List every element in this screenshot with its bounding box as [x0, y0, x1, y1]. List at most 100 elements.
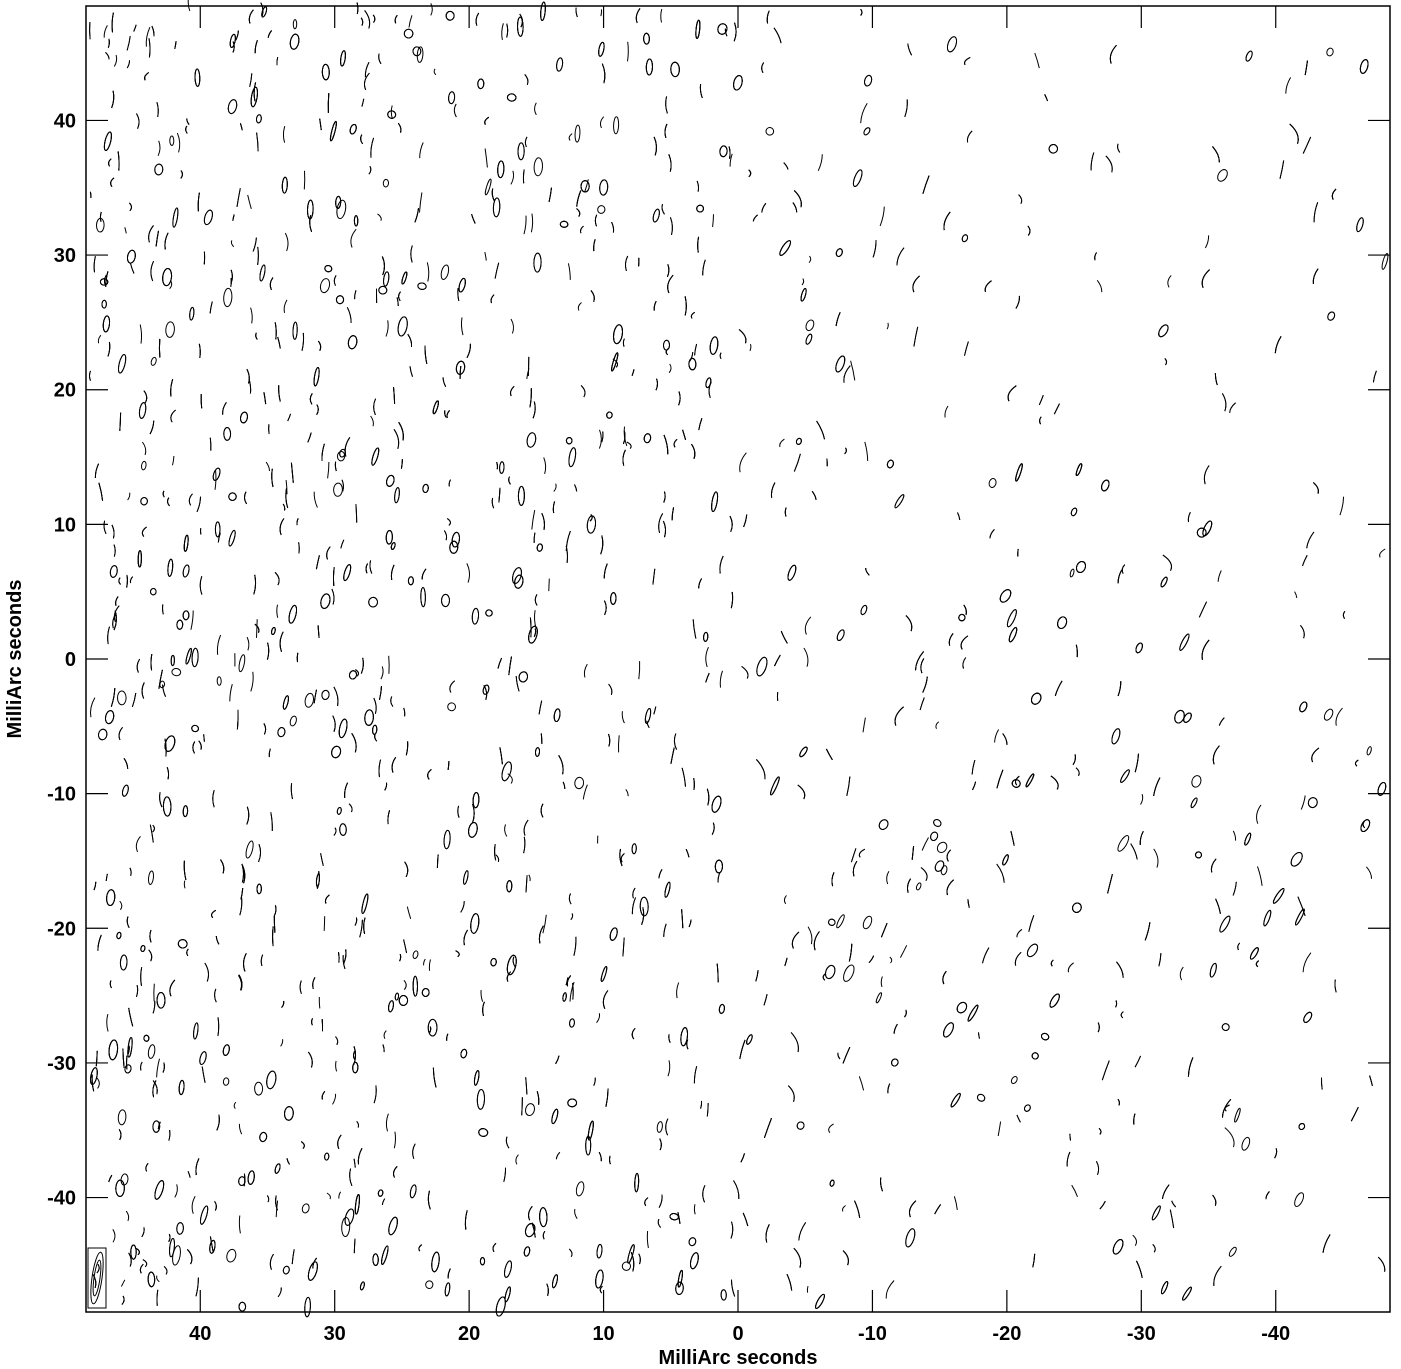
contour-segment	[793, 190, 802, 208]
contour-segment	[524, 1223, 536, 1238]
contour-segment	[702, 259, 706, 276]
contour-segment	[90, 697, 96, 718]
contour-segment	[693, 1204, 696, 1215]
contour-segment	[331, 588, 335, 605]
contour-segment	[335, 195, 342, 209]
contour-segment	[644, 707, 652, 724]
contour-segment	[742, 1212, 749, 1227]
contour-segment	[1011, 779, 1021, 788]
contour-segment	[339, 823, 347, 836]
contour-segment	[1221, 1023, 1230, 1032]
contour-segment	[1229, 402, 1236, 413]
contour-segment	[1025, 773, 1035, 788]
contour-segment	[180, 170, 183, 179]
contour-segment	[333, 275, 337, 286]
contour-segment	[669, 217, 673, 236]
contour-segment	[344, 782, 349, 798]
contour-segment	[471, 607, 480, 625]
contour-segment	[706, 1103, 709, 1117]
contour-segment	[613, 116, 620, 135]
contour-segment	[490, 958, 497, 967]
contour-segment	[915, 651, 924, 671]
contour-segment	[154, 1180, 165, 1200]
contour-segment	[862, 915, 873, 930]
contour-segment	[517, 142, 525, 161]
contour-segment	[860, 103, 868, 124]
contour-segment	[436, 854, 439, 868]
contour-segment	[665, 96, 668, 114]
contour-segment	[680, 1027, 689, 1047]
contour-segment	[668, 1034, 671, 1043]
y-tick-label: 10	[54, 514, 76, 536]
contour-segment	[1034, 52, 1040, 69]
contour-segment	[1153, 777, 1161, 796]
contour-segment	[258, 844, 262, 863]
contour-segment	[307, 432, 312, 443]
contour-segment	[370, 137, 375, 158]
contour-segment	[875, 992, 883, 1004]
contour-segment	[292, 19, 298, 30]
contour-segment	[1007, 385, 1017, 402]
contour-segment	[189, 306, 195, 321]
contour-segment	[719, 145, 728, 158]
contour-segment	[574, 484, 578, 492]
contour-segment	[627, 41, 629, 62]
contour-segment	[950, 1092, 961, 1108]
contour-segment	[229, 33, 236, 48]
contour-segment	[572, 982, 574, 1000]
contour-segment	[209, 437, 212, 451]
contour-segment	[703, 631, 709, 642]
contour-segment	[935, 721, 940, 730]
contour-segment	[99, 278, 109, 286]
contour-segment	[148, 949, 153, 962]
contour-segment	[113, 610, 117, 631]
contour-segment	[805, 319, 815, 332]
contour-segment	[1072, 902, 1082, 913]
contour-segment	[136, 1248, 140, 1256]
contour-segment	[831, 872, 835, 887]
contour-segment	[1006, 609, 1017, 628]
contour-segment	[1221, 1023, 1230, 1032]
contour-segment	[249, 73, 253, 87]
contour-segment	[569, 1018, 575, 1028]
contour-segment	[1117, 569, 1123, 584]
contour-segment	[1187, 1057, 1194, 1077]
contour-segment	[705, 377, 712, 389]
contour-segment	[688, 919, 692, 928]
contour-segment	[170, 409, 176, 423]
contour-segment	[398, 291, 401, 302]
contour-segment	[512, 956, 516, 968]
contour-segment	[283, 299, 288, 314]
contour-segment	[966, 130, 973, 143]
contour-segment	[506, 880, 513, 893]
contour-segment	[453, 103, 457, 118]
contour-segment	[843, 365, 851, 383]
contour-segment	[318, 996, 321, 1009]
contour-segment	[319, 118, 322, 131]
contour-segment	[681, 767, 686, 787]
contour-segment	[527, 356, 530, 377]
contour-segment	[835, 311, 841, 327]
contour-segment	[471, 803, 475, 824]
contour-segment	[611, 352, 619, 372]
contour-segment	[540, 803, 544, 818]
contour-segment	[1040, 1032, 1050, 1041]
contour-segment	[211, 909, 216, 919]
contour-segment	[93, 256, 96, 273]
contour-segment	[1048, 144, 1059, 154]
contour-segment	[203, 734, 205, 742]
contour-segment	[1069, 1133, 1071, 1141]
contour-segment	[174, 1184, 178, 1198]
contour-segment	[385, 1113, 389, 1132]
contour-segment	[593, 239, 596, 252]
contour-segment	[844, 447, 847, 455]
contour-segment	[279, 518, 285, 536]
contour-segment	[135, 984, 139, 997]
contour-segment	[404, 861, 409, 878]
contour-segment	[169, 135, 175, 146]
contour-segment	[575, 1181, 585, 1197]
contour-segment	[420, 587, 426, 608]
contour-segment	[105, 873, 108, 882]
contour-segment	[576, 208, 581, 217]
contour-segment	[666, 264, 670, 278]
